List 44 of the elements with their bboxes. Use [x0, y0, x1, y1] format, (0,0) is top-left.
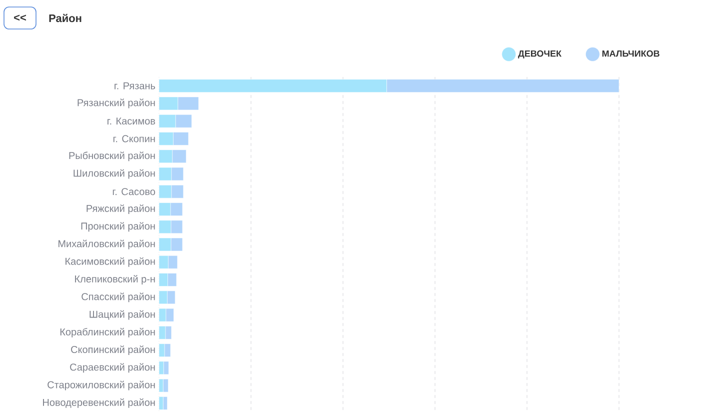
bar — [168, 256, 178, 269]
y-tick-label: Шиловский район — [74, 169, 155, 179]
y-tick-label: Рязанский район — [78, 98, 155, 108]
bar — [171, 185, 184, 198]
y-tick-label: Касимовский район — [66, 257, 155, 267]
bar — [164, 344, 171, 357]
y-tick-label: Шацкий район — [90, 310, 155, 320]
y-tick-label: Спасский район — [82, 292, 155, 302]
y-tick-label: Новодеревенский район — [43, 398, 155, 408]
text: Район — [49, 14, 82, 22]
y-tick-label: Рыбновский район — [69, 152, 155, 162]
text: << — [14, 14, 26, 21]
bar — [170, 220, 183, 234]
bar — [171, 167, 184, 181]
y-tick-label: г. Касимов — [108, 118, 156, 125]
y-tick-label: Клепиковский р-н — [75, 275, 155, 285]
bar — [165, 326, 172, 340]
bar — [173, 132, 189, 146]
bar — [175, 114, 192, 128]
y-tick-label: г. Скопин — [113, 135, 155, 142]
y-tick-label: Ряжский район — [86, 204, 155, 214]
y-tick-label: Кораблинский район — [60, 328, 155, 338]
bar — [159, 150, 172, 163]
bar — [166, 308, 174, 322]
bar — [162, 378, 168, 392]
bar — [168, 273, 177, 286]
bar — [159, 132, 174, 146]
y-tick-label: Михайловский район — [58, 240, 155, 250]
y-tick-label: Старожиловский район — [48, 380, 155, 390]
bar — [172, 150, 186, 164]
bar — [159, 79, 387, 93]
y-tick-label: г. Рязань — [114, 82, 156, 90]
legend-label: МАЛЬЧИКОВ — [602, 50, 660, 57]
bar — [159, 114, 176, 128]
y-tick-label: г. Сасово — [112, 188, 156, 196]
y-tick-label: Скопинский район — [71, 346, 155, 356]
y-tick-label: Пронский район — [81, 222, 155, 232]
bar — [178, 96, 199, 110]
legend-label: ДЕВОЧЕК — [518, 50, 562, 58]
bar — [167, 290, 176, 304]
bar — [170, 238, 183, 252]
y-tick-label: Сараевский район — [70, 363, 155, 373]
bar — [163, 361, 169, 375]
bar — [170, 202, 183, 216]
